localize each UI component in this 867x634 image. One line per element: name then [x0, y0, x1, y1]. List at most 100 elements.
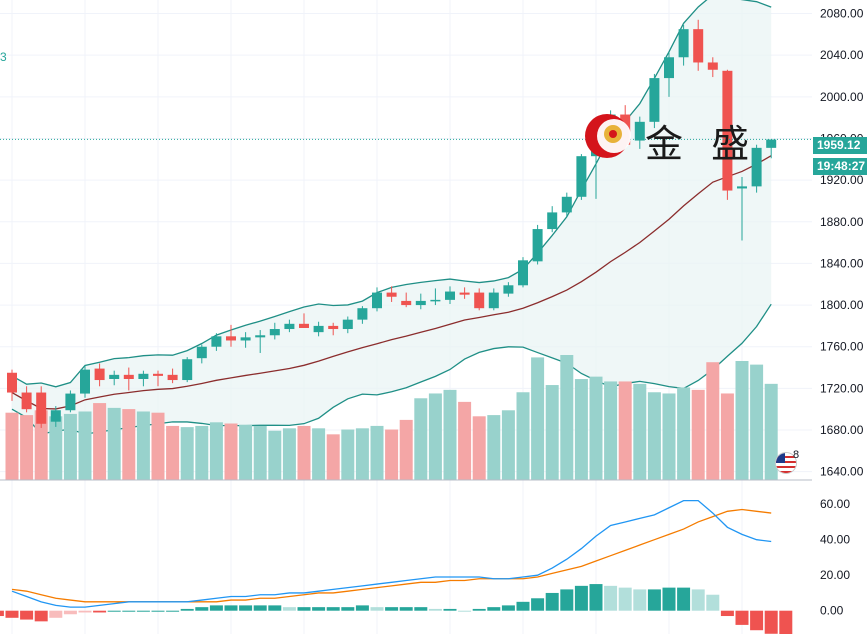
- candle-body-10: [153, 373, 163, 376]
- candle-body-37: [547, 212, 558, 230]
- price-axis[interactable]: 2080.002040.002000.001960.001920.001880.…: [812, 0, 867, 634]
- volume-bar-5: [78, 411, 92, 480]
- volume-bar-52: [764, 383, 778, 480]
- histogram-bar-43: [618, 587, 632, 611]
- volume-bar-38: [560, 355, 574, 480]
- macd-line: [11, 499, 772, 608]
- volume-bar-30: [443, 389, 457, 480]
- histogram-bar-45: [647, 589, 661, 611]
- volume-bar-23: [341, 429, 355, 480]
- volume-bar-43: [633, 383, 647, 480]
- histogram-bar-10: [136, 610, 150, 612]
- price-axis-label-0: 2080.00: [820, 7, 864, 21]
- candle-body-15: [226, 336, 236, 341]
- volume-bar-1: [20, 415, 34, 480]
- histogram-bar-30: [428, 608, 442, 611]
- volume-bar-12: [180, 427, 194, 480]
- histogram-bar-34: [487, 607, 501, 611]
- candle-body-29: [430, 299, 441, 302]
- candle-body-3: [50, 410, 61, 422]
- candle-body-22: [328, 325, 339, 330]
- volume-bar-22: [326, 434, 340, 480]
- volume-bar-47: [691, 389, 705, 480]
- candle-body-23: [342, 319, 353, 330]
- oscillator-axis-label-3: 0.00: [820, 604, 844, 618]
- histogram-bar-33: [472, 608, 486, 611]
- price-axis-background: [812, 0, 867, 634]
- volume-bar-40: [589, 376, 603, 480]
- candle-body-47: [693, 29, 704, 63]
- histogram-bar-8: [107, 610, 121, 612]
- candle-body-7: [109, 374, 120, 380]
- volume-bar-15: [224, 423, 238, 480]
- candle-body-25: [372, 292, 382, 309]
- histogram-bar-13: [180, 608, 194, 611]
- price-axis-label-11: 1640.00: [820, 465, 864, 479]
- histogram-bar-41: [589, 584, 603, 611]
- volume-bar-24: [355, 428, 369, 480]
- histogram-bar-17: [239, 605, 253, 611]
- candle-body-13: [196, 346, 207, 359]
- candle-body-46: [678, 29, 689, 58]
- price-axis-label-2: 2000.00: [820, 90, 864, 104]
- volume-bar-32: [472, 416, 486, 480]
- candle-body-32: [474, 292, 485, 309]
- volume-bar-35: [516, 392, 530, 480]
- volume-bar-49: [720, 393, 734, 480]
- candle-body-14: [211, 336, 222, 347]
- volume-bar-8: [122, 409, 136, 480]
- volume-bar-13: [195, 425, 209, 480]
- indicator-value-label: 3: [0, 50, 7, 64]
- histogram-bar-53: [764, 610, 778, 634]
- volume-bar-34: [501, 410, 515, 480]
- histogram-bar-23: [326, 607, 340, 611]
- volume-bar-27: [399, 419, 413, 480]
- price-axis-label-6: 1840.00: [820, 256, 864, 270]
- histogram-bar-37: [531, 598, 545, 611]
- candle-body-19: [284, 323, 295, 330]
- candle-body-0: [7, 372, 17, 393]
- candle-body-51: [751, 147, 762, 187]
- bands-fill: [12, 0, 772, 435]
- last-price-tag: 1959.12: [813, 137, 867, 154]
- histogram-bar-1: [5, 610, 19, 618]
- volume-bar-14: [209, 422, 223, 480]
- bollinger-bands: [11, 0, 772, 435]
- price-axis-label-7: 1800.00: [820, 298, 864, 312]
- histogram-bar-36: [516, 601, 530, 611]
- candle-body-16: [240, 337, 251, 341]
- histogram-bar-46: [662, 587, 676, 611]
- volume-bar-39: [574, 379, 588, 480]
- volume-bar-25: [370, 425, 384, 480]
- histogram-bar-47: [677, 587, 691, 611]
- histogram-bar-21: [297, 607, 311, 611]
- histogram-bar-5: [63, 610, 77, 615]
- histogram-bar-15: [209, 605, 223, 611]
- volume-bar-28: [414, 398, 428, 480]
- histogram-bar-7: [93, 610, 107, 613]
- volume-bar-21: [312, 428, 326, 480]
- volume-bar-31: [458, 401, 472, 480]
- histogram-bar-40: [574, 585, 588, 611]
- histogram-bar-3: [34, 610, 48, 622]
- price-axis-label-5: 1880.00: [820, 215, 864, 229]
- candle-body-4: [65, 393, 76, 411]
- volume-bar-17: [253, 425, 267, 480]
- oscillator-axis-label-0: 60.00: [820, 497, 850, 511]
- histogram-bar-39: [560, 589, 574, 611]
- volume-bar-29: [428, 393, 442, 480]
- histogram-bar-25: [355, 605, 369, 611]
- candle-body-26: [386, 292, 397, 297]
- histogram-bar-20: [282, 607, 296, 611]
- us-flag-icon[interactable]: [775, 452, 797, 474]
- histogram-bar-52: [750, 610, 764, 631]
- candle-body-9: [138, 373, 149, 380]
- candle-body-28: [415, 300, 426, 306]
- histogram-bar-54: [779, 610, 793, 634]
- volume-bar-11: [166, 425, 180, 480]
- volume-bar-3: [49, 416, 63, 480]
- histogram-bar-29: [414, 607, 428, 611]
- price-axis-label-4: 1920.00: [820, 173, 864, 187]
- price-axis-label-8: 1760.00: [820, 340, 864, 354]
